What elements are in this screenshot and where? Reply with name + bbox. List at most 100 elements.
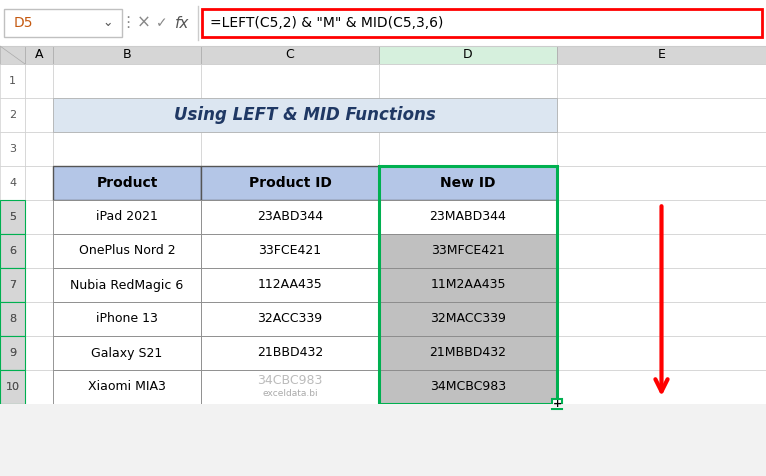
Bar: [25, 98, 53, 132]
Text: 21BBD432: 21BBD432: [257, 347, 323, 359]
Bar: [0, 64, 25, 98]
Bar: [379, 98, 557, 132]
Text: exceldata.bi: exceldata.bi: [262, 388, 318, 397]
Bar: [201, 200, 379, 234]
Bar: [0, 336, 25, 370]
Bar: [0, 302, 25, 336]
Bar: [25, 64, 53, 98]
Text: 1: 1: [9, 76, 16, 86]
Bar: [557, 234, 766, 268]
Bar: [201, 404, 379, 408]
Bar: [557, 132, 766, 166]
Text: C: C: [286, 49, 294, 61]
Text: 34MCBC983: 34MCBC983: [430, 380, 506, 394]
Bar: [379, 370, 557, 404]
Bar: [53, 234, 201, 268]
Text: 9: 9: [9, 348, 16, 358]
Bar: [53, 302, 201, 336]
Bar: [201, 166, 379, 200]
Bar: [0, 46, 25, 64]
Bar: [201, 98, 379, 132]
Bar: [379, 404, 557, 408]
Bar: [557, 166, 766, 200]
Text: New ID: New ID: [440, 176, 496, 190]
Text: Product ID: Product ID: [248, 176, 332, 190]
Text: Using LEFT & MID Functions: Using LEFT & MID Functions: [174, 106, 436, 124]
Bar: [53, 200, 201, 234]
Bar: [201, 336, 379, 370]
Bar: [53, 166, 201, 200]
Text: 6: 6: [9, 246, 16, 256]
Bar: [53, 370, 201, 404]
Bar: [53, 46, 201, 64]
Bar: [201, 234, 379, 268]
Bar: [53, 166, 201, 200]
Text: 11M2AA435: 11M2AA435: [430, 278, 506, 291]
Bar: [379, 268, 557, 302]
Bar: [552, 399, 562, 409]
Bar: [379, 268, 557, 302]
Text: OnePlus Nord 2: OnePlus Nord 2: [79, 245, 175, 258]
Bar: [557, 64, 766, 98]
Bar: [25, 166, 53, 200]
Bar: [25, 234, 53, 268]
Bar: [201, 302, 379, 336]
Text: 34CBC983: 34CBC983: [257, 375, 322, 387]
Text: Galaxy S21: Galaxy S21: [91, 347, 162, 359]
Bar: [53, 268, 201, 302]
Bar: [557, 46, 766, 64]
Text: 5: 5: [9, 212, 16, 222]
Text: D5: D5: [14, 16, 34, 30]
Bar: [0, 268, 25, 302]
Bar: [53, 336, 201, 370]
Bar: [201, 132, 379, 166]
Text: 6: 6: [9, 246, 16, 256]
Text: 9: 9: [9, 348, 16, 358]
Text: 10: 10: [5, 382, 19, 392]
Bar: [0, 0, 766, 46]
Bar: [379, 302, 557, 336]
Bar: [25, 370, 53, 404]
Bar: [557, 302, 766, 336]
Bar: [25, 200, 53, 234]
Bar: [557, 98, 766, 132]
Bar: [379, 166, 557, 404]
Bar: [379, 200, 557, 234]
Bar: [379, 64, 557, 98]
Bar: [53, 64, 201, 98]
Text: ×: ×: [137, 14, 151, 32]
Bar: [53, 336, 201, 370]
Text: 4: 4: [9, 178, 16, 188]
Bar: [0, 98, 25, 132]
Bar: [0, 200, 25, 234]
Bar: [557, 336, 766, 370]
Text: 32MACC339: 32MACC339: [430, 313, 506, 326]
Bar: [201, 166, 379, 200]
Text: 7: 7: [9, 280, 16, 290]
Bar: [4, 9, 122, 37]
Bar: [201, 370, 379, 404]
Bar: [25, 336, 53, 370]
Bar: [379, 370, 557, 404]
Bar: [201, 200, 379, 234]
Bar: [557, 404, 766, 408]
Bar: [0, 200, 25, 234]
Text: iPhone 13: iPhone 13: [96, 313, 158, 326]
Bar: [379, 302, 557, 336]
Text: fx: fx: [175, 16, 189, 30]
Bar: [379, 166, 557, 200]
Bar: [557, 370, 766, 404]
Bar: [0, 132, 25, 166]
Text: 7: 7: [9, 280, 16, 290]
Text: 21MBBD432: 21MBBD432: [430, 347, 506, 359]
Text: ⌄: ⌄: [103, 17, 113, 30]
Text: 8: 8: [9, 314, 16, 324]
Bar: [25, 268, 53, 302]
Bar: [201, 302, 379, 336]
Bar: [379, 234, 557, 268]
Bar: [201, 268, 379, 302]
Bar: [53, 404, 201, 408]
Bar: [0, 268, 25, 302]
Bar: [0, 302, 25, 336]
Bar: [201, 268, 379, 302]
